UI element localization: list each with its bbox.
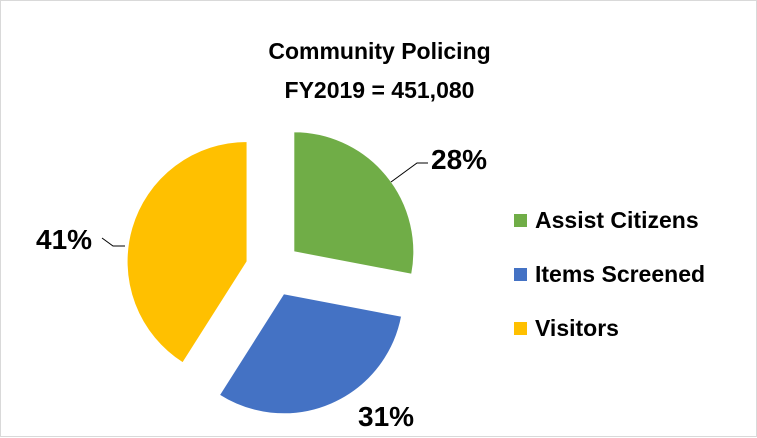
legend-label-assist-citizens: Assist Citizens [535, 207, 699, 233]
data-label-items-screened: 31% [358, 401, 414, 432]
data-label-visitors: 41% [36, 224, 92, 255]
chart-subtitle: FY2019 = 451,080 [284, 77, 475, 103]
legend-swatch-visitors [514, 322, 527, 335]
data-label-assist-citizens: 28% [431, 144, 487, 175]
legend-label-visitors: Visitors [535, 315, 619, 341]
legend-label-items-screened: Items Screened [535, 261, 706, 287]
pie-slice-items-screened [218, 293, 403, 415]
leader-line-assist-citizens [390, 162, 428, 183]
legend-swatch-assist-citizens [514, 214, 527, 227]
legend-swatch-items-screened [514, 268, 527, 281]
leader-line-visitors [101, 237, 125, 247]
pie-slice-visitors [126, 140, 248, 364]
pie-slice-assist-citizens [293, 131, 415, 275]
chart-title: Community Policing [268, 38, 491, 64]
